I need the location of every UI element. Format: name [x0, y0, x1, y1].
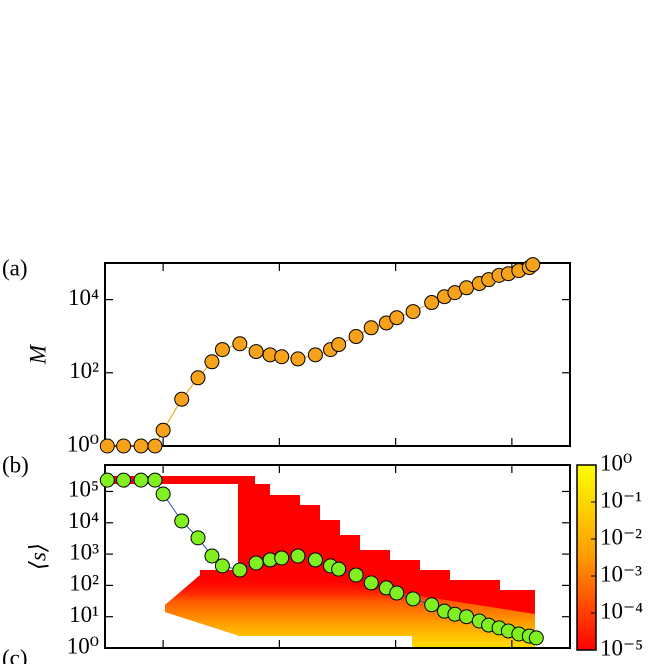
data-point	[116, 472, 132, 488]
y-tick-label: 10¹	[69, 602, 99, 627]
data-point	[116, 438, 132, 454]
data-point	[274, 349, 290, 365]
data-point	[459, 280, 475, 296]
data-point	[204, 354, 220, 370]
colorbar-tick-label: 10⁰	[600, 450, 632, 475]
data-point	[155, 486, 171, 502]
data-point	[307, 552, 323, 568]
y-tick-label: 10²	[69, 358, 99, 383]
y-tick-label: 10⁵	[68, 477, 99, 502]
data-point	[389, 310, 405, 326]
data-point	[214, 342, 230, 358]
panel-label: (b)	[2, 452, 29, 477]
data-point	[290, 351, 306, 367]
data-point	[307, 347, 323, 363]
data-point	[528, 630, 544, 646]
data-point	[525, 257, 541, 273]
data-point	[214, 558, 230, 574]
data-point	[405, 304, 421, 320]
y-axis-label: M	[25, 343, 50, 365]
colorbar	[576, 464, 597, 651]
data-point	[232, 562, 248, 578]
data-point	[348, 329, 364, 345]
y-tick-label: 10⁰	[67, 431, 99, 456]
data-point	[99, 438, 115, 454]
data-point	[331, 561, 347, 577]
data-point	[424, 295, 440, 311]
data-point	[363, 575, 379, 591]
data-point	[389, 585, 405, 601]
data-point	[248, 555, 264, 571]
colorbar-tick-label: 10⁻⁵	[600, 635, 643, 660]
plot-frame	[104, 464, 571, 649]
colorbar-tick-label: 10⁻²	[600, 524, 642, 549]
data-point	[190, 370, 206, 386]
y-tick-label: 10⁴	[68, 508, 99, 533]
y-tick-label: 10⁰	[67, 633, 99, 658]
data-point	[405, 591, 421, 607]
colorbar-tick-label: 10⁻³	[600, 561, 642, 586]
data-point	[248, 344, 264, 360]
data-point	[459, 609, 475, 625]
data-point	[99, 472, 115, 488]
data-point	[147, 472, 163, 488]
data-point	[290, 548, 306, 564]
data-point	[331, 337, 347, 353]
y-tick-label: 10³	[69, 539, 99, 564]
colorbar-tick-label: 10⁻⁴	[600, 598, 643, 623]
data-point	[232, 336, 248, 352]
y-axis-label: ⟨s⟩	[25, 543, 50, 570]
data-point	[424, 597, 440, 613]
plot-frame	[104, 262, 571, 447]
data-point	[174, 513, 190, 529]
data-point	[274, 550, 290, 566]
panel-label: (c)	[2, 645, 28, 664]
data-point	[348, 567, 364, 583]
data-point	[174, 391, 190, 407]
y-tick-label: 10⁴	[68, 285, 99, 310]
data-point	[155, 422, 171, 438]
data-point	[190, 530, 206, 546]
data-point	[133, 472, 149, 488]
data-point	[204, 548, 220, 564]
colorbar-tick-label: 10⁻¹	[600, 487, 642, 512]
y-tick-label: 10²	[69, 571, 99, 596]
data-point	[147, 438, 163, 454]
data-point	[133, 438, 149, 454]
panel-label: (a)	[2, 255, 28, 280]
data-point	[363, 320, 379, 336]
